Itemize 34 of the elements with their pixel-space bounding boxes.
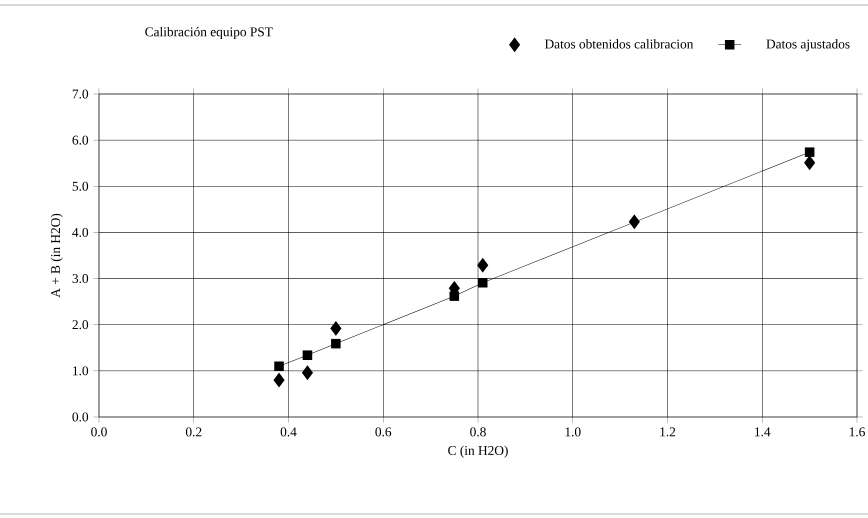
y-tick-label: 1.0 (73, 366, 88, 376)
y-tick-label: 5.0 (72, 182, 88, 191)
x-tick-label: 1.0 (566, 427, 581, 436)
y-tick-label: 0.0 (72, 412, 88, 422)
point (450, 291, 460, 301)
x-tick-label: 1.4 (755, 427, 770, 436)
point (478, 278, 488, 288)
point (804, 155, 816, 170)
point (331, 338, 341, 348)
legend-label: Datos ajustados (766, 39, 850, 52)
y-tick-label: 7.0 (72, 89, 88, 99)
point (477, 258, 488, 272)
y-tick-label: 3.0 (72, 274, 88, 284)
y-tick-label: 6.0 (72, 136, 88, 145)
x-tick-label: 0.4 (280, 427, 297, 436)
x-tick-label: 0.0 (91, 427, 107, 436)
y-tick-label: 2.0 (72, 320, 88, 330)
x-tick-label: 1.6 (850, 427, 865, 436)
point (274, 361, 284, 372)
x-tick-label: 0.2 (186, 427, 202, 436)
point (302, 350, 312, 360)
chart-title: Calibración equipo PST (145, 26, 273, 40)
point (628, 214, 640, 230)
point (330, 321, 342, 336)
point (274, 372, 285, 388)
x-tick-label: 0.6 (375, 427, 392, 436)
x-tick-label: 0.8 (470, 427, 486, 436)
y-tick-label: 4.0 (72, 228, 88, 237)
x-axis-title: C (in H2O) (448, 446, 508, 458)
x-tick-label: 1.2 (660, 427, 676, 436)
point (302, 365, 313, 380)
point (804, 147, 814, 157)
legend-label: Datos obtenidos calibracion (544, 39, 694, 49)
y-axis-title: A + B (in H2O) (50, 214, 63, 298)
